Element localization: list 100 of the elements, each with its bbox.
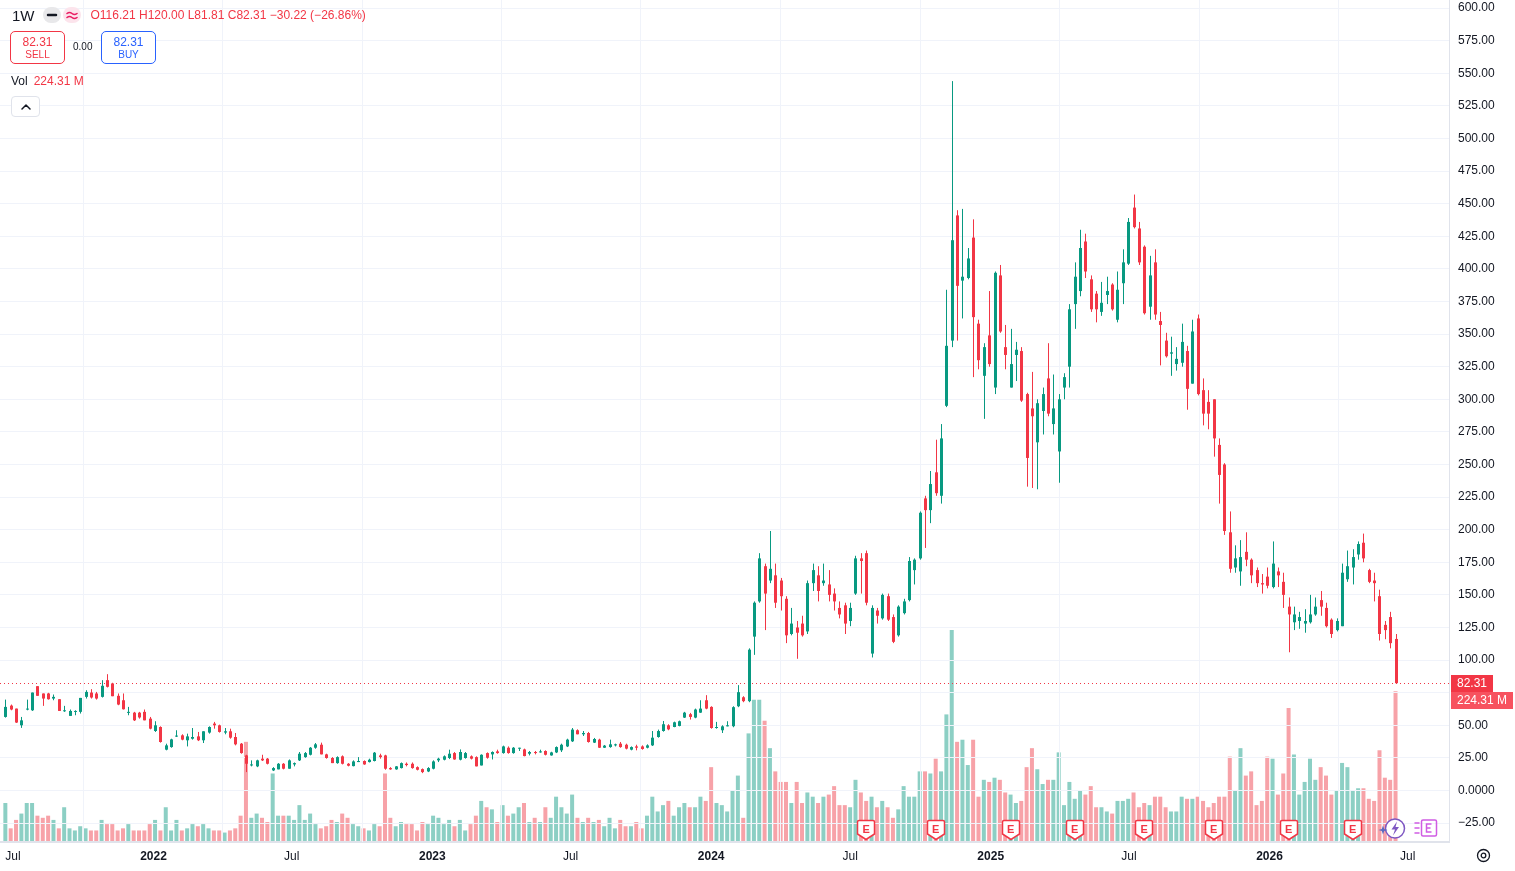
y-tick-label: 25.00 [1458, 750, 1489, 765]
candlestick [1266, 567, 1269, 589]
bar [527, 822, 532, 841]
y-tick-label: 225.00 [1458, 489, 1496, 504]
bar [404, 824, 409, 841]
text: 224.31 M [1451, 691, 1514, 709]
candlestick [1207, 389, 1210, 430]
candlestick [1165, 332, 1168, 359]
y-tick-label: 275.00 [1458, 424, 1496, 439]
candlestick [1320, 590, 1323, 617]
bar [955, 741, 960, 841]
candlestick [881, 593, 884, 621]
bar [1104, 811, 1109, 841]
bar [99, 819, 104, 841]
candlestick [1293, 606, 1296, 631]
annotation: O116.21 H120.00 L81.81 C82.31 −30.22 (−26.86%) [90, 8, 366, 22]
bar [634, 822, 639, 841]
bar [816, 803, 821, 841]
candlestick [828, 569, 831, 602]
candlestick [1325, 602, 1328, 628]
y-tick-label: 575.00 [1458, 33, 1496, 47]
y-tick-label: 475.00 [1458, 163, 1496, 178]
candlestick [1256, 567, 1259, 588]
bar [992, 777, 997, 841]
annotation: 82.31 [113, 34, 144, 49]
candlestick [1052, 374, 1055, 435]
sell-button: 82.31 SELL [10, 31, 65, 64]
annotation: E [1070, 822, 1080, 835]
bar [810, 796, 815, 841]
bar [602, 826, 607, 841]
bar [452, 826, 457, 841]
bar [1115, 800, 1120, 841]
candlestick [1352, 548, 1355, 585]
bar [1029, 748, 1034, 841]
bar [596, 819, 601, 841]
candlestick [1304, 608, 1307, 634]
y-tick-label: 375.00 [1458, 293, 1496, 308]
x-tick-label: 2026 [1256, 848, 1284, 863]
bar [19, 813, 24, 841]
bar [783, 781, 788, 841]
y-tick-label: 450.00 [1458, 196, 1496, 210]
y-tick-label: 200.00 [1458, 522, 1496, 536]
x-tick-label: 2023 [418, 848, 446, 863]
candlestick [849, 602, 852, 627]
bar [521, 803, 526, 841]
y-tick-label: 425.00 [1458, 228, 1496, 243]
candlestick [961, 208, 964, 319]
bar [511, 813, 516, 841]
bar [35, 815, 40, 841]
x-tick-label: Jul [1400, 848, 1416, 863]
y-tick-label: 525.00 [1458, 98, 1496, 113]
bar [960, 739, 965, 841]
candlestick [1362, 533, 1365, 563]
candlestick [860, 552, 863, 595]
bar [714, 803, 719, 841]
bar [1340, 762, 1345, 841]
candlestick [1202, 377, 1205, 426]
bar [762, 720, 767, 841]
bar [1270, 758, 1275, 841]
bar [51, 819, 56, 841]
candlestick [769, 530, 772, 584]
chart-title: 1W [12, 6, 35, 24]
annotation: Vol [11, 74, 28, 88]
bar [195, 826, 200, 841]
annotation: 224.31 M [33, 74, 84, 88]
y-tick-label: 400.00 [1458, 261, 1496, 276]
bar [243, 741, 248, 841]
bar [345, 817, 350, 841]
bar [281, 815, 286, 841]
bar [538, 822, 543, 841]
bar [773, 771, 778, 841]
bar [575, 817, 580, 841]
x-tick-label: Jul [284, 848, 300, 863]
x-tick-label: 2025 [977, 848, 1005, 863]
y-tick-label: 350.00 [1458, 326, 1496, 341]
y-tick-label: 325.00 [1458, 359, 1496, 373]
annotation: E [1348, 822, 1358, 835]
candlestick [1314, 597, 1317, 617]
bar [1227, 756, 1232, 841]
candlestick [833, 587, 836, 612]
bar [62, 807, 67, 841]
annotation: E [1209, 822, 1219, 835]
candlestick [1159, 311, 1162, 366]
bar [473, 815, 478, 841]
bar [821, 796, 826, 841]
bar [1099, 807, 1104, 841]
candlestick [1015, 341, 1018, 382]
y-tick-label: 175.00 [1458, 554, 1496, 569]
bar [484, 807, 489, 841]
bar [489, 809, 494, 841]
candlestick [812, 563, 815, 592]
y-tick-label: 100.00 [1458, 652, 1496, 667]
candlestick [710, 705, 713, 730]
bar [623, 826, 628, 841]
bar [580, 822, 585, 841]
candlestick [1004, 324, 1007, 370]
x-tick-label: Jul [5, 848, 21, 863]
candlestick [935, 439, 938, 497]
bar [334, 822, 339, 841]
candlestick [924, 495, 927, 549]
